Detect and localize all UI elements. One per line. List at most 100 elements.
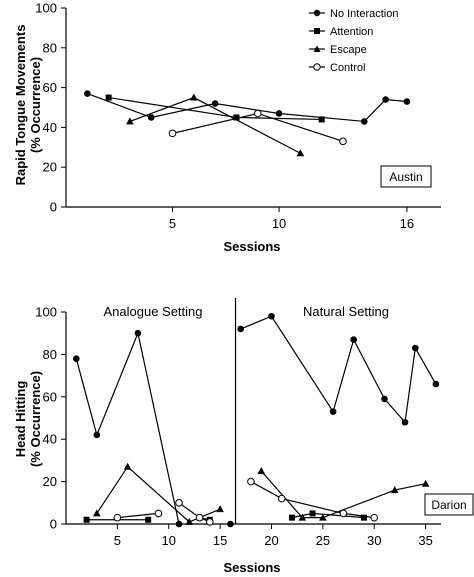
y-tick-label: 100 xyxy=(35,305,57,320)
data-point-no-interaction xyxy=(237,325,244,333)
x-axis-label: Sessions xyxy=(223,239,280,254)
data-point-no-interaction xyxy=(268,312,275,320)
data-point-escape xyxy=(126,117,134,125)
data-point-no-interaction xyxy=(275,110,283,117)
panel-austin: 0 20 40 60 80 100 5 10 16 Rapid Tongue Movements… xyxy=(13,1,441,254)
series-line-control xyxy=(250,481,375,519)
data-point-escape xyxy=(296,149,305,157)
data-point-escape xyxy=(298,513,307,521)
data-point-escape xyxy=(190,93,198,101)
data-point-control xyxy=(168,129,177,138)
data-point-no-interaction xyxy=(403,98,411,105)
y-tick-label: 80 xyxy=(43,40,57,55)
x-tick-label: 25 xyxy=(316,533,330,548)
axes-darion xyxy=(65,298,441,525)
data-point-control xyxy=(253,109,262,118)
x-tick-label: 20 xyxy=(264,533,278,548)
data-point-escape xyxy=(319,513,327,521)
data-point-control xyxy=(206,518,214,526)
data-point-control xyxy=(175,499,183,507)
data-point-escape xyxy=(257,467,266,474)
ticks-austin: 0 20 40 60 80 100 5 10 16 xyxy=(35,1,414,232)
y-tick-label: 20 xyxy=(43,474,57,489)
data-point-attention xyxy=(318,116,325,123)
x-tick-label: 5 xyxy=(114,533,121,548)
data-point-escape xyxy=(185,517,194,525)
series-line-escape xyxy=(96,465,221,523)
data-point-escape xyxy=(216,505,224,513)
y-tick-label: 40 xyxy=(43,432,57,447)
legend-label-escape: Escape xyxy=(330,44,367,56)
data-point-attention xyxy=(233,114,240,121)
data-point-control xyxy=(154,509,163,518)
legend-label-no-interaction: No Interaction xyxy=(330,8,398,20)
data-point-no-interaction xyxy=(211,100,219,107)
legend: No Interaction Attention Escape Control xyxy=(309,8,398,74)
y-tick-label: 0 xyxy=(50,517,57,532)
y-tick-label: 20 xyxy=(43,160,57,175)
participant-name-austin: Austin xyxy=(389,170,422,184)
data-point-no-interaction xyxy=(134,329,142,337)
data-point-no-interaction xyxy=(329,408,337,415)
legend-marker-attention xyxy=(314,28,320,34)
y-tick-label: 60 xyxy=(43,80,57,95)
legend-label-attention: Attention xyxy=(330,26,373,38)
data-point-no-interaction xyxy=(382,96,389,103)
data-point-escape xyxy=(93,509,101,517)
axes-austin xyxy=(65,8,441,208)
y-tick-label: 100 xyxy=(35,1,57,16)
x-axis-label: Sessions xyxy=(223,560,280,575)
series-line-control xyxy=(117,512,159,519)
data-point-attention xyxy=(83,516,90,523)
data-point-no-interaction xyxy=(412,344,419,352)
x-tick-label: 16 xyxy=(400,216,414,231)
panel-darion: 0 20 40 60 80 100 5 10 15 20 25 30 35 Head Hitting (… xyxy=(13,298,474,575)
data-point-attention xyxy=(145,516,152,523)
data-point-no-interaction xyxy=(72,355,80,362)
y-axis-label-line2: (% Occurrence) xyxy=(28,371,43,467)
data-point-no-interaction xyxy=(432,380,440,388)
legend-marker-escape xyxy=(313,45,321,52)
ticks-darion: 0 20 40 60 80 100 5 10 15 20 25 30 35 xyxy=(35,305,433,549)
data-point-attention xyxy=(360,514,367,521)
data-point-escape xyxy=(390,486,399,494)
y-axis-label-line2: (% Occurrence) xyxy=(28,57,43,153)
data-point-no-interaction xyxy=(360,118,368,125)
y-tick-label: 80 xyxy=(43,347,57,362)
data-point-control xyxy=(247,477,255,486)
data-point-no-interaction xyxy=(381,395,388,403)
data-point-escape xyxy=(123,462,132,470)
series-darion xyxy=(72,312,440,528)
data-point-escape xyxy=(421,479,430,487)
data-point-no-interaction xyxy=(84,90,91,97)
data-point-control xyxy=(277,494,286,503)
y-tick-label: 0 xyxy=(50,200,57,215)
x-tick-label: 10 xyxy=(272,216,286,231)
data-point-no-interaction xyxy=(401,418,409,426)
x-tick-label: 35 xyxy=(418,533,432,548)
data-point-control xyxy=(370,513,379,522)
data-point-attention xyxy=(289,514,296,521)
data-point-control xyxy=(339,137,347,146)
x-tick-label: 30 xyxy=(367,533,381,548)
x-tick-label: 15 xyxy=(213,533,227,548)
x-tick-label: 5 xyxy=(169,216,176,231)
phase-label-analogue: Analogue Setting xyxy=(103,304,202,319)
data-point-no-interaction xyxy=(175,520,183,528)
y-tick-label: 60 xyxy=(43,389,57,404)
data-point-control xyxy=(339,509,348,518)
series-line-no-interaction xyxy=(75,331,180,525)
legend-marker-control xyxy=(313,63,321,71)
series-austin xyxy=(84,90,411,157)
legend-marker-no-interaction xyxy=(313,9,321,17)
phase-label-natural: Natural Setting xyxy=(303,304,389,319)
data-point-attention xyxy=(309,510,316,517)
data-point-control xyxy=(113,513,122,522)
data-point-control xyxy=(195,513,204,522)
participant-name-darion: Darion xyxy=(431,498,466,512)
legend-label-control: Control xyxy=(330,62,365,74)
y-axis-label-line1: Rapid Tongue Movements xyxy=(13,25,28,186)
data-point-attention xyxy=(105,94,112,101)
x-tick-label: 10 xyxy=(162,533,176,548)
